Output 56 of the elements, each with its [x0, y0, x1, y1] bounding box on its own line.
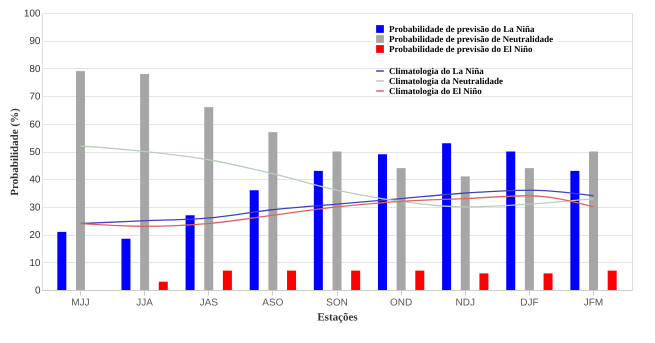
- y-tick-label: 100: [24, 8, 41, 20]
- x-tick-label: DJF: [520, 298, 539, 308]
- bar: [140, 74, 150, 290]
- bar: [608, 270, 617, 290]
- bar: [415, 270, 424, 290]
- bar: [158, 282, 168, 290]
- y-tick-label: 90: [29, 36, 41, 48]
- bar: [589, 152, 598, 290]
- bar: [442, 143, 452, 290]
- bar: [396, 168, 406, 290]
- legend-label: Probabilidade de previsão do El Niño: [389, 44, 533, 54]
- x-tick-label: NDJ: [456, 298, 475, 308]
- x-tick-label: ASO: [262, 298, 284, 308]
- bar: [121, 238, 130, 290]
- bar: [378, 154, 387, 290]
- x-tick-label: SON: [326, 298, 348, 308]
- y-axis-title: Probabilidade (%): [8, 108, 21, 196]
- bar: [570, 170, 580, 290]
- y-tick-label: 20: [29, 230, 41, 242]
- y-tick-label: 0: [34, 286, 41, 296]
- legend-label: Probabilidade de previsão do La Niña: [389, 24, 535, 34]
- bar: [351, 270, 360, 290]
- y-tick-label: 50: [29, 147, 41, 158]
- y-tick-label: 30: [29, 202, 41, 214]
- bar: [186, 215, 195, 290]
- bar: [544, 273, 553, 290]
- x-tick-label: MJJ: [71, 298, 90, 308]
- bar: [524, 168, 534, 290]
- bar: [268, 132, 278, 290]
- y-tick-label: 80: [29, 64, 41, 75]
- bar: [460, 176, 470, 290]
- x-tick-label: OND: [390, 298, 412, 308]
- bar: [250, 190, 259, 290]
- y-tick-label: 40: [29, 174, 41, 186]
- legend-label: Climatologia do El Niño: [389, 86, 482, 96]
- y-tick-label: 60: [29, 119, 41, 130]
- y-tick-label: 70: [29, 92, 41, 103]
- bar: [479, 273, 488, 290]
- bar: [57, 232, 66, 290]
- bar: [332, 152, 342, 290]
- line-series: [80, 195, 594, 227]
- legend-label: Climatologia do La Niña: [389, 66, 484, 76]
- x-tick-label: JJA: [136, 298, 154, 308]
- y-tick-label: 10: [29, 258, 41, 269]
- bar: [204, 107, 214, 290]
- line-series: [80, 145, 594, 208]
- bar: [287, 270, 296, 290]
- x-tick-label: JFM: [584, 298, 604, 308]
- legend-label: Climatologia da Neutralidade: [389, 76, 504, 86]
- bar: [506, 152, 516, 290]
- bar: [76, 71, 85, 290]
- x-tick-label: JAS: [200, 298, 218, 308]
- bar: [222, 270, 232, 290]
- x-axis-title: Estações: [317, 312, 358, 324]
- bar: [314, 170, 323, 290]
- legend-label: Probabilidade de previsão de Neutralidade: [389, 34, 554, 44]
